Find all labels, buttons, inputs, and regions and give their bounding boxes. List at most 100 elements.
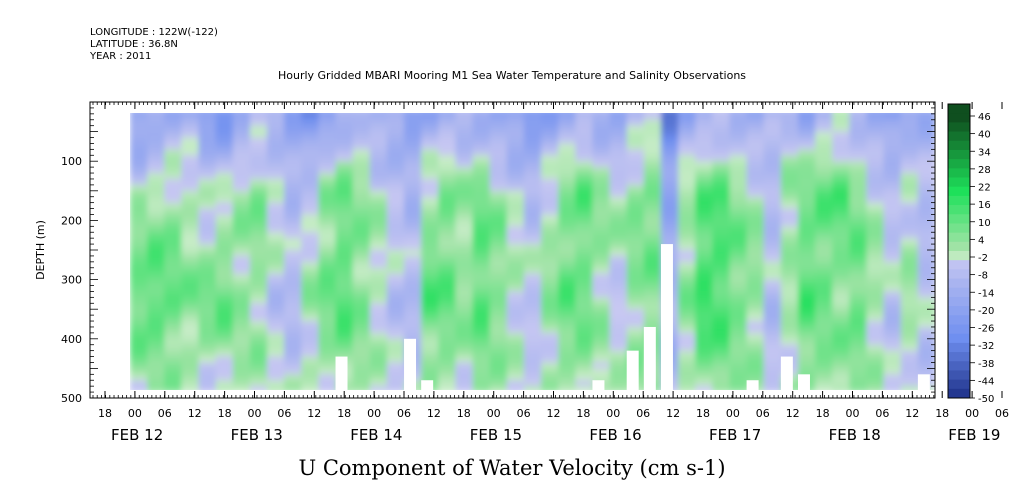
heat-cell [369, 226, 388, 233]
heat-cell [489, 202, 508, 210]
heat-cell [883, 368, 902, 375]
heat-cell [832, 321, 850, 328]
heat-cell [318, 119, 337, 127]
latitude-label: LATITUDE : 36.8N [90, 39, 178, 50]
heat-cell [267, 332, 285, 340]
heat-cell [369, 362, 388, 369]
heat-cell [369, 380, 388, 387]
heat-cell [232, 131, 251, 139]
heat-cell [815, 255, 833, 263]
heat-cell [558, 332, 576, 340]
heat-cell [232, 226, 251, 233]
heat-cell [523, 362, 542, 369]
heat-cell [335, 309, 354, 316]
heat-cell [130, 362, 148, 369]
heat-cell [164, 255, 182, 263]
heat-cell [849, 273, 868, 281]
heat-cell [643, 173, 662, 180]
heat-cell [421, 113, 439, 121]
heat-cell [609, 113, 628, 115]
heat-cell [335, 321, 354, 328]
heat-cell [609, 161, 628, 168]
heat-cell [729, 350, 748, 358]
heat-cell [335, 297, 354, 304]
heat-cell [249, 155, 268, 162]
heat-cell [900, 196, 919, 204]
heat-cell [352, 309, 371, 316]
heat-cell [267, 155, 285, 162]
heat-cell [455, 238, 474, 245]
heat-cell [489, 356, 508, 364]
heat-cell [866, 113, 885, 115]
heat-cell [369, 173, 388, 180]
heat-cell [369, 315, 388, 322]
heat-cell [626, 131, 645, 139]
heat-cell [352, 143, 371, 150]
heat-cell [164, 190, 182, 198]
heat-cell [215, 137, 234, 145]
heat-cell [301, 113, 320, 121]
heat-cell [797, 250, 816, 257]
heat-cell [215, 167, 234, 174]
heat-cell [523, 184, 542, 192]
heat-cell [678, 261, 696, 269]
heat-cell [301, 279, 320, 287]
heat-cell [506, 125, 525, 133]
heat-cell [917, 173, 935, 180]
heat-cell [386, 173, 405, 180]
heat-cell [284, 374, 302, 381]
heat-cell [147, 338, 165, 346]
heat-cell [746, 244, 765, 251]
heat-cell [643, 202, 662, 210]
heat-cell [746, 303, 765, 310]
heat-cell [917, 267, 935, 275]
heat-cell [592, 273, 611, 281]
heat-cell [763, 380, 782, 387]
heat-cell [626, 255, 645, 263]
heat-cell [609, 196, 628, 204]
heat-cell [626, 167, 645, 174]
heat-cell [558, 291, 576, 298]
heat-cell [558, 386, 576, 390]
heat-cell [284, 362, 302, 369]
heat-cell [130, 202, 148, 210]
heat-cell [626, 208, 645, 216]
heat-cell [369, 131, 388, 139]
heat-cell [455, 279, 474, 287]
heat-cell [147, 332, 165, 340]
heat-cell [575, 131, 594, 139]
heat-cell [164, 113, 182, 121]
heat-cell [284, 196, 302, 204]
heat-cell [267, 261, 285, 269]
heat-cell [249, 113, 268, 121]
heat-cell [832, 344, 850, 352]
heat-cell [626, 137, 645, 145]
heat-cell [506, 255, 525, 263]
x-day-label: FEB 17 [709, 426, 761, 444]
heat-cell [541, 149, 559, 156]
heat-cell [763, 279, 782, 287]
heat-cell [763, 285, 782, 293]
heat-cell [301, 255, 320, 263]
heat-cell [695, 255, 713, 263]
heat-cell [523, 178, 542, 186]
heat-cell [900, 155, 919, 162]
heat-cell [523, 338, 542, 346]
heat-cell [746, 208, 765, 216]
heat-cell [215, 113, 234, 121]
heat-cell [695, 285, 713, 293]
heat-cell [267, 350, 285, 358]
heat-cell [404, 137, 422, 145]
heat-cell [643, 273, 662, 281]
x-hour-tick-label: 18 [696, 407, 710, 420]
heat-cell [917, 178, 935, 186]
heat-cell [626, 119, 645, 127]
heat-cell [866, 214, 885, 221]
heat-cell [232, 167, 251, 174]
heat-cell [626, 125, 645, 133]
heat-cell [489, 190, 508, 198]
heat-cell [797, 232, 816, 239]
heat-cell [695, 279, 713, 287]
heat-cell [489, 208, 508, 216]
heat-cell [917, 196, 935, 204]
